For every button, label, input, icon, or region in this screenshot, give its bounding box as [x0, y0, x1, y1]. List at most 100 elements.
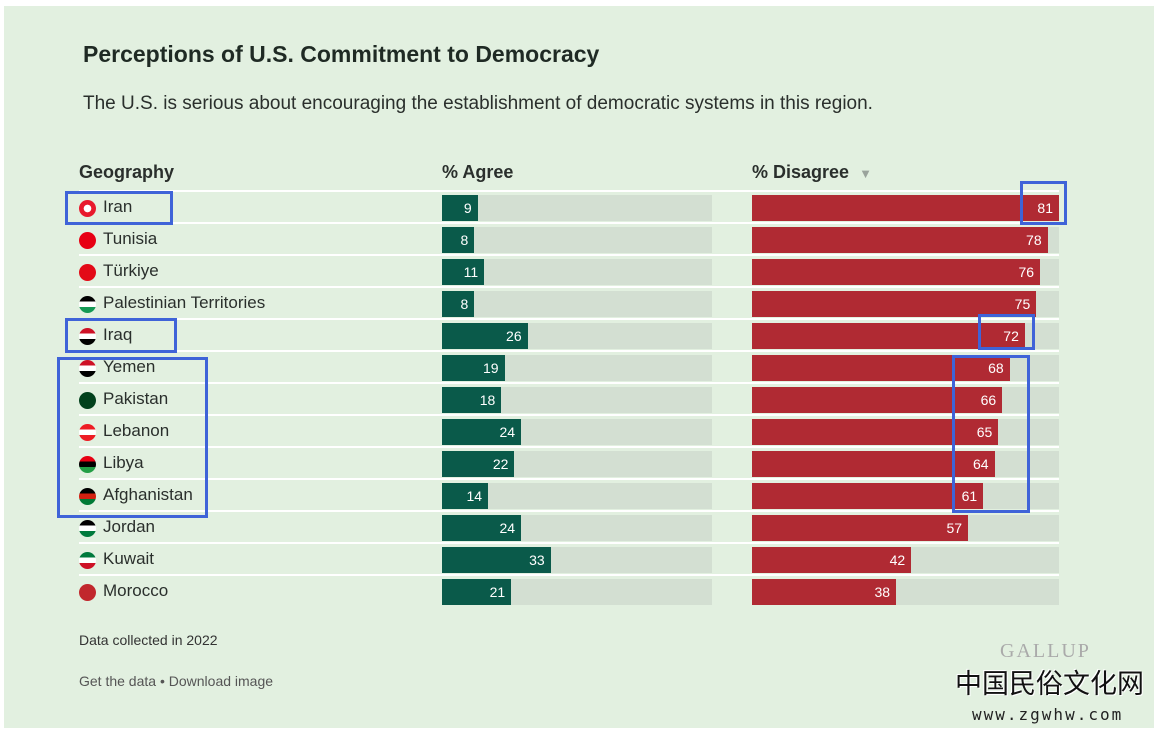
- row-divider: [79, 222, 1059, 224]
- agree-value: 24: [499, 424, 516, 440]
- disagree-value: 61: [961, 488, 978, 504]
- agree-value: 21: [489, 584, 506, 600]
- table-row: Iran 9 81: [79, 190, 1059, 222]
- row-divider: [79, 286, 1059, 288]
- row-divider: [79, 254, 1059, 256]
- agree-track: 9: [442, 195, 712, 221]
- footer-links: Get the data • Download image: [79, 672, 273, 690]
- agree-track: 14: [442, 483, 712, 509]
- disagree-track: 78: [752, 227, 1059, 253]
- download-image-link[interactable]: Download image: [168, 673, 274, 689]
- disagree-track: 75: [752, 291, 1059, 317]
- flag-icon: [79, 360, 96, 377]
- table-row: Lebanon 24 65: [79, 414, 1059, 446]
- geography-label: Jordan: [103, 517, 155, 536]
- header-disagree[interactable]: % Disagree ▼: [752, 161, 872, 185]
- flag-icon: [79, 392, 96, 409]
- agree-track: 19: [442, 355, 712, 381]
- flag-icon: [79, 200, 96, 217]
- disagree-bar: 76: [752, 259, 1041, 285]
- agree-track: 8: [442, 291, 712, 317]
- annotation-box-values: [952, 355, 1030, 513]
- row-divider: [79, 542, 1059, 544]
- disagree-value: 65: [976, 424, 993, 440]
- row-divider: [79, 190, 1059, 192]
- header-geography: Geography: [79, 162, 175, 182]
- geography-label: Yemen: [103, 357, 156, 376]
- agree-track: 24: [442, 515, 712, 541]
- agree-bar: 24: [442, 419, 522, 445]
- disagree-track: 42: [752, 547, 1059, 573]
- disagree-bar: 38: [752, 579, 897, 605]
- agree-track: 11: [442, 259, 712, 285]
- agree-value: 14: [466, 488, 483, 504]
- flag-icon: [79, 424, 96, 441]
- agree-value: 33: [529, 552, 545, 568]
- disagree-value: 75: [1014, 296, 1031, 312]
- disagree-track: 66: [752, 387, 1059, 413]
- sort-descending-icon[interactable]: ▼: [859, 166, 872, 181]
- disagree-track: 57: [752, 515, 1059, 541]
- table-row: Afghanistan 14 61: [79, 478, 1059, 510]
- disagree-value: 81: [1037, 200, 1053, 216]
- disagree-track: 65: [752, 419, 1059, 445]
- disagree-bar: 65: [752, 419, 999, 445]
- annotation-box-iraq: [65, 318, 177, 353]
- agree-value: 26: [506, 328, 522, 344]
- geography-label: Iraq: [103, 325, 133, 344]
- row-divider: [79, 478, 1059, 480]
- flag-icon: [79, 584, 96, 601]
- agree-bar: 9: [442, 195, 478, 221]
- disagree-value: 38: [874, 584, 891, 600]
- flag-icon: [79, 328, 96, 345]
- table-row: Jordan 24 57: [79, 510, 1059, 542]
- disagree-bar: 75: [752, 291, 1037, 317]
- agree-bar: 8: [442, 227, 475, 253]
- disagree-value: 68: [988, 360, 1004, 376]
- agree-value: 22: [492, 456, 509, 472]
- watermark-text: 中国民俗文化网: [955, 669, 1144, 700]
- agree-bar: 22: [442, 451, 515, 477]
- disagree-bar: 81: [752, 195, 1059, 221]
- disagree-value: 78: [1026, 232, 1042, 248]
- geography-label: Türkiye: [103, 261, 159, 280]
- header-agree[interactable]: % Agree: [442, 162, 514, 182]
- geography-label: Iran: [103, 197, 133, 216]
- agree-bar: 26: [442, 323, 528, 349]
- disagree-bar: 78: [752, 227, 1048, 253]
- row-divider: [79, 510, 1059, 512]
- link-separator: •: [156, 673, 169, 689]
- geography-label: Afghanistan: [103, 485, 193, 504]
- disagree-track: 38: [752, 579, 1059, 605]
- agree-value: 18: [479, 392, 496, 408]
- disagree-track: 76: [752, 259, 1059, 285]
- data-note: Data collected in 2022: [79, 632, 218, 648]
- geography-label: Kuwait: [103, 549, 155, 568]
- disagree-bar: 42: [752, 547, 912, 573]
- disagree-value: 57: [946, 520, 963, 536]
- row-divider: [79, 382, 1059, 384]
- watermark-url: www.zgwhw.com: [972, 705, 1124, 724]
- table-row: Libya 22 64: [79, 446, 1059, 478]
- header-disagree-label: % Disagree: [752, 162, 850, 182]
- flag-icon: [79, 264, 96, 281]
- row-divider: [79, 574, 1059, 576]
- agree-value: 24: [499, 520, 516, 536]
- agree-bar: 11: [442, 259, 485, 285]
- disagree-value: 66: [980, 392, 997, 408]
- disagree-bar: 68: [752, 355, 1010, 381]
- chart-title: Perceptions of U.S. Commitment to Democr…: [83, 41, 600, 67]
- agree-track: 22: [442, 451, 712, 477]
- table-row: Pakistan 18 66: [79, 382, 1059, 414]
- table-row: Kuwait 33 42: [79, 542, 1059, 574]
- agree-track: 33: [442, 547, 712, 573]
- agree-bar: 19: [442, 355, 505, 381]
- annotation-box-countries: [57, 357, 208, 518]
- table-row: Iraq 26 72: [79, 318, 1059, 350]
- geography-label: Pakistan: [103, 389, 169, 408]
- row-divider: [79, 318, 1059, 320]
- agree-bar: 14: [442, 483, 489, 509]
- get-data-link[interactable]: Get the data: [79, 673, 157, 689]
- geography-label: Palestinian Territories: [103, 293, 266, 312]
- disagree-value: 42: [889, 552, 906, 568]
